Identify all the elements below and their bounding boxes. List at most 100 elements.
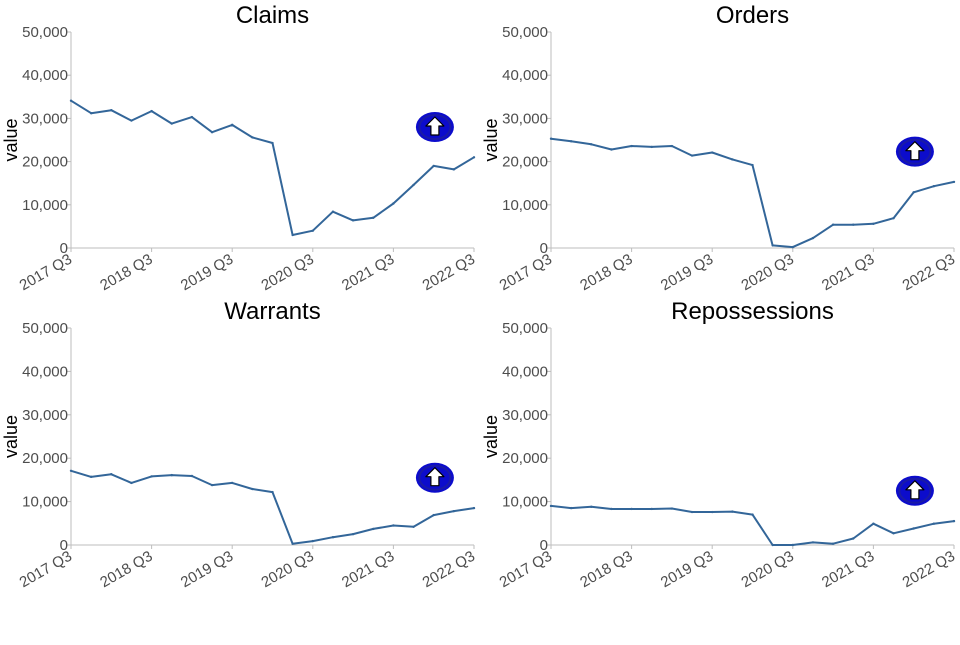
data-point bbox=[210, 131, 214, 134]
data-point bbox=[452, 168, 456, 171]
y-axis-label: value bbox=[481, 118, 501, 161]
data-point bbox=[89, 475, 93, 479]
data-point bbox=[251, 487, 254, 491]
data-point bbox=[771, 244, 774, 247]
y-tick-label: 0 bbox=[540, 240, 548, 257]
data-point bbox=[932, 522, 936, 525]
data-point bbox=[190, 115, 194, 119]
data-point bbox=[392, 202, 395, 205]
panel-orders: Orders value 0 10,000 20,000 30,000 40,000 50,0… bbox=[481, 2, 958, 294]
data-point bbox=[912, 191, 915, 194]
data-point bbox=[811, 236, 815, 240]
data-point bbox=[690, 154, 694, 157]
data-point bbox=[372, 527, 375, 531]
x-tick-label: 2018 Q3 bbox=[577, 251, 635, 294]
data-point bbox=[150, 475, 153, 478]
y-tick-label: 0 bbox=[540, 537, 548, 554]
data-point bbox=[932, 185, 936, 188]
data-point bbox=[130, 481, 133, 485]
panel-warrants: Warrants value 0 10,000 20,000 30,000 40,000 50… bbox=[1, 298, 478, 591]
data-point bbox=[231, 123, 234, 127]
x-tick-label: 2020 Q3 bbox=[258, 548, 316, 591]
data-point bbox=[630, 144, 633, 148]
chart-title: Orders bbox=[716, 2, 789, 29]
data-point bbox=[150, 109, 153, 113]
y-tick-label: 20,000 bbox=[502, 154, 548, 171]
data-point bbox=[452, 509, 456, 513]
data-point bbox=[291, 542, 294, 545]
x-tick-label: 2020 Q3 bbox=[738, 548, 796, 591]
data-point bbox=[650, 145, 653, 149]
data-point bbox=[110, 108, 113, 112]
y-axis-label: value bbox=[1, 118, 21, 161]
series-line bbox=[550, 504, 955, 546]
data-point bbox=[549, 137, 553, 140]
panel-repossessions: Repossessions value 0 10,000 20,000 30,000 40,… bbox=[481, 298, 958, 591]
x-tick-label: 2022 Q3 bbox=[900, 251, 958, 294]
chart-title: Repossessions bbox=[671, 298, 834, 325]
x-tick-label: 2022 Q3 bbox=[420, 251, 478, 294]
data-point bbox=[170, 122, 173, 125]
data-point bbox=[610, 507, 613, 511]
data-point bbox=[190, 474, 194, 478]
data-point bbox=[892, 216, 895, 220]
data-point bbox=[731, 158, 734, 161]
data-point bbox=[210, 483, 214, 487]
data-point bbox=[771, 543, 774, 547]
x-tick-label: 2019 Q3 bbox=[178, 251, 236, 294]
y-tick-label: 20,000 bbox=[22, 450, 68, 467]
data-point bbox=[690, 510, 694, 514]
x-tick-label: 2018 Q3 bbox=[97, 251, 155, 294]
y-tick-label: 50,000 bbox=[502, 320, 548, 337]
y-tick-label: 50,000 bbox=[22, 24, 68, 41]
data-point bbox=[650, 507, 653, 511]
data-point bbox=[630, 507, 633, 511]
data-point bbox=[852, 223, 855, 226]
chart-title: Warrants bbox=[224, 298, 320, 325]
data-point bbox=[392, 524, 395, 527]
data-point bbox=[811, 541, 815, 544]
y-tick-label: 0 bbox=[60, 240, 68, 257]
data-point bbox=[231, 481, 234, 485]
y-tick-label: 20,000 bbox=[22, 154, 68, 171]
y-tick-label: 0 bbox=[60, 537, 68, 554]
y-tick-label: 30,000 bbox=[22, 407, 68, 424]
data-point bbox=[852, 537, 855, 540]
data-point bbox=[892, 532, 895, 535]
data-point bbox=[549, 504, 553, 508]
data-point bbox=[791, 543, 794, 547]
data-point bbox=[872, 522, 875, 525]
y-tick-label: 50,000 bbox=[22, 320, 68, 337]
data-point bbox=[311, 229, 314, 232]
data-point bbox=[291, 233, 294, 237]
y-tick-label: 10,000 bbox=[22, 197, 68, 214]
x-tick-label: 2021 Q3 bbox=[819, 548, 877, 591]
x-tick-label: 2019 Q3 bbox=[658, 548, 716, 591]
data-point bbox=[831, 542, 835, 545]
y-tick-label: 50,000 bbox=[502, 24, 548, 41]
x-tick-label: 2018 Q3 bbox=[577, 548, 635, 591]
up-arrow-icon bbox=[415, 112, 454, 143]
data-point bbox=[69, 469, 73, 472]
x-tick-label: 2021 Q3 bbox=[339, 548, 397, 591]
series-line bbox=[550, 137, 955, 249]
data-point bbox=[472, 156, 476, 159]
y-tick-label: 40,000 bbox=[502, 363, 548, 380]
x-tick-label: 2018 Q3 bbox=[97, 548, 155, 591]
data-point bbox=[331, 535, 335, 539]
data-point bbox=[351, 532, 355, 536]
data-point bbox=[170, 473, 173, 477]
y-axis-label: value bbox=[1, 415, 21, 458]
data-point bbox=[952, 519, 956, 523]
data-point bbox=[590, 143, 593, 146]
y-tick-label: 40,000 bbox=[502, 67, 548, 84]
data-point bbox=[251, 136, 254, 139]
y-tick-label: 10,000 bbox=[502, 197, 548, 214]
data-point bbox=[751, 163, 754, 167]
chart-title: Claims bbox=[236, 2, 309, 29]
data-point bbox=[751, 513, 754, 516]
data-point bbox=[872, 222, 875, 226]
data-point bbox=[331, 210, 335, 213]
